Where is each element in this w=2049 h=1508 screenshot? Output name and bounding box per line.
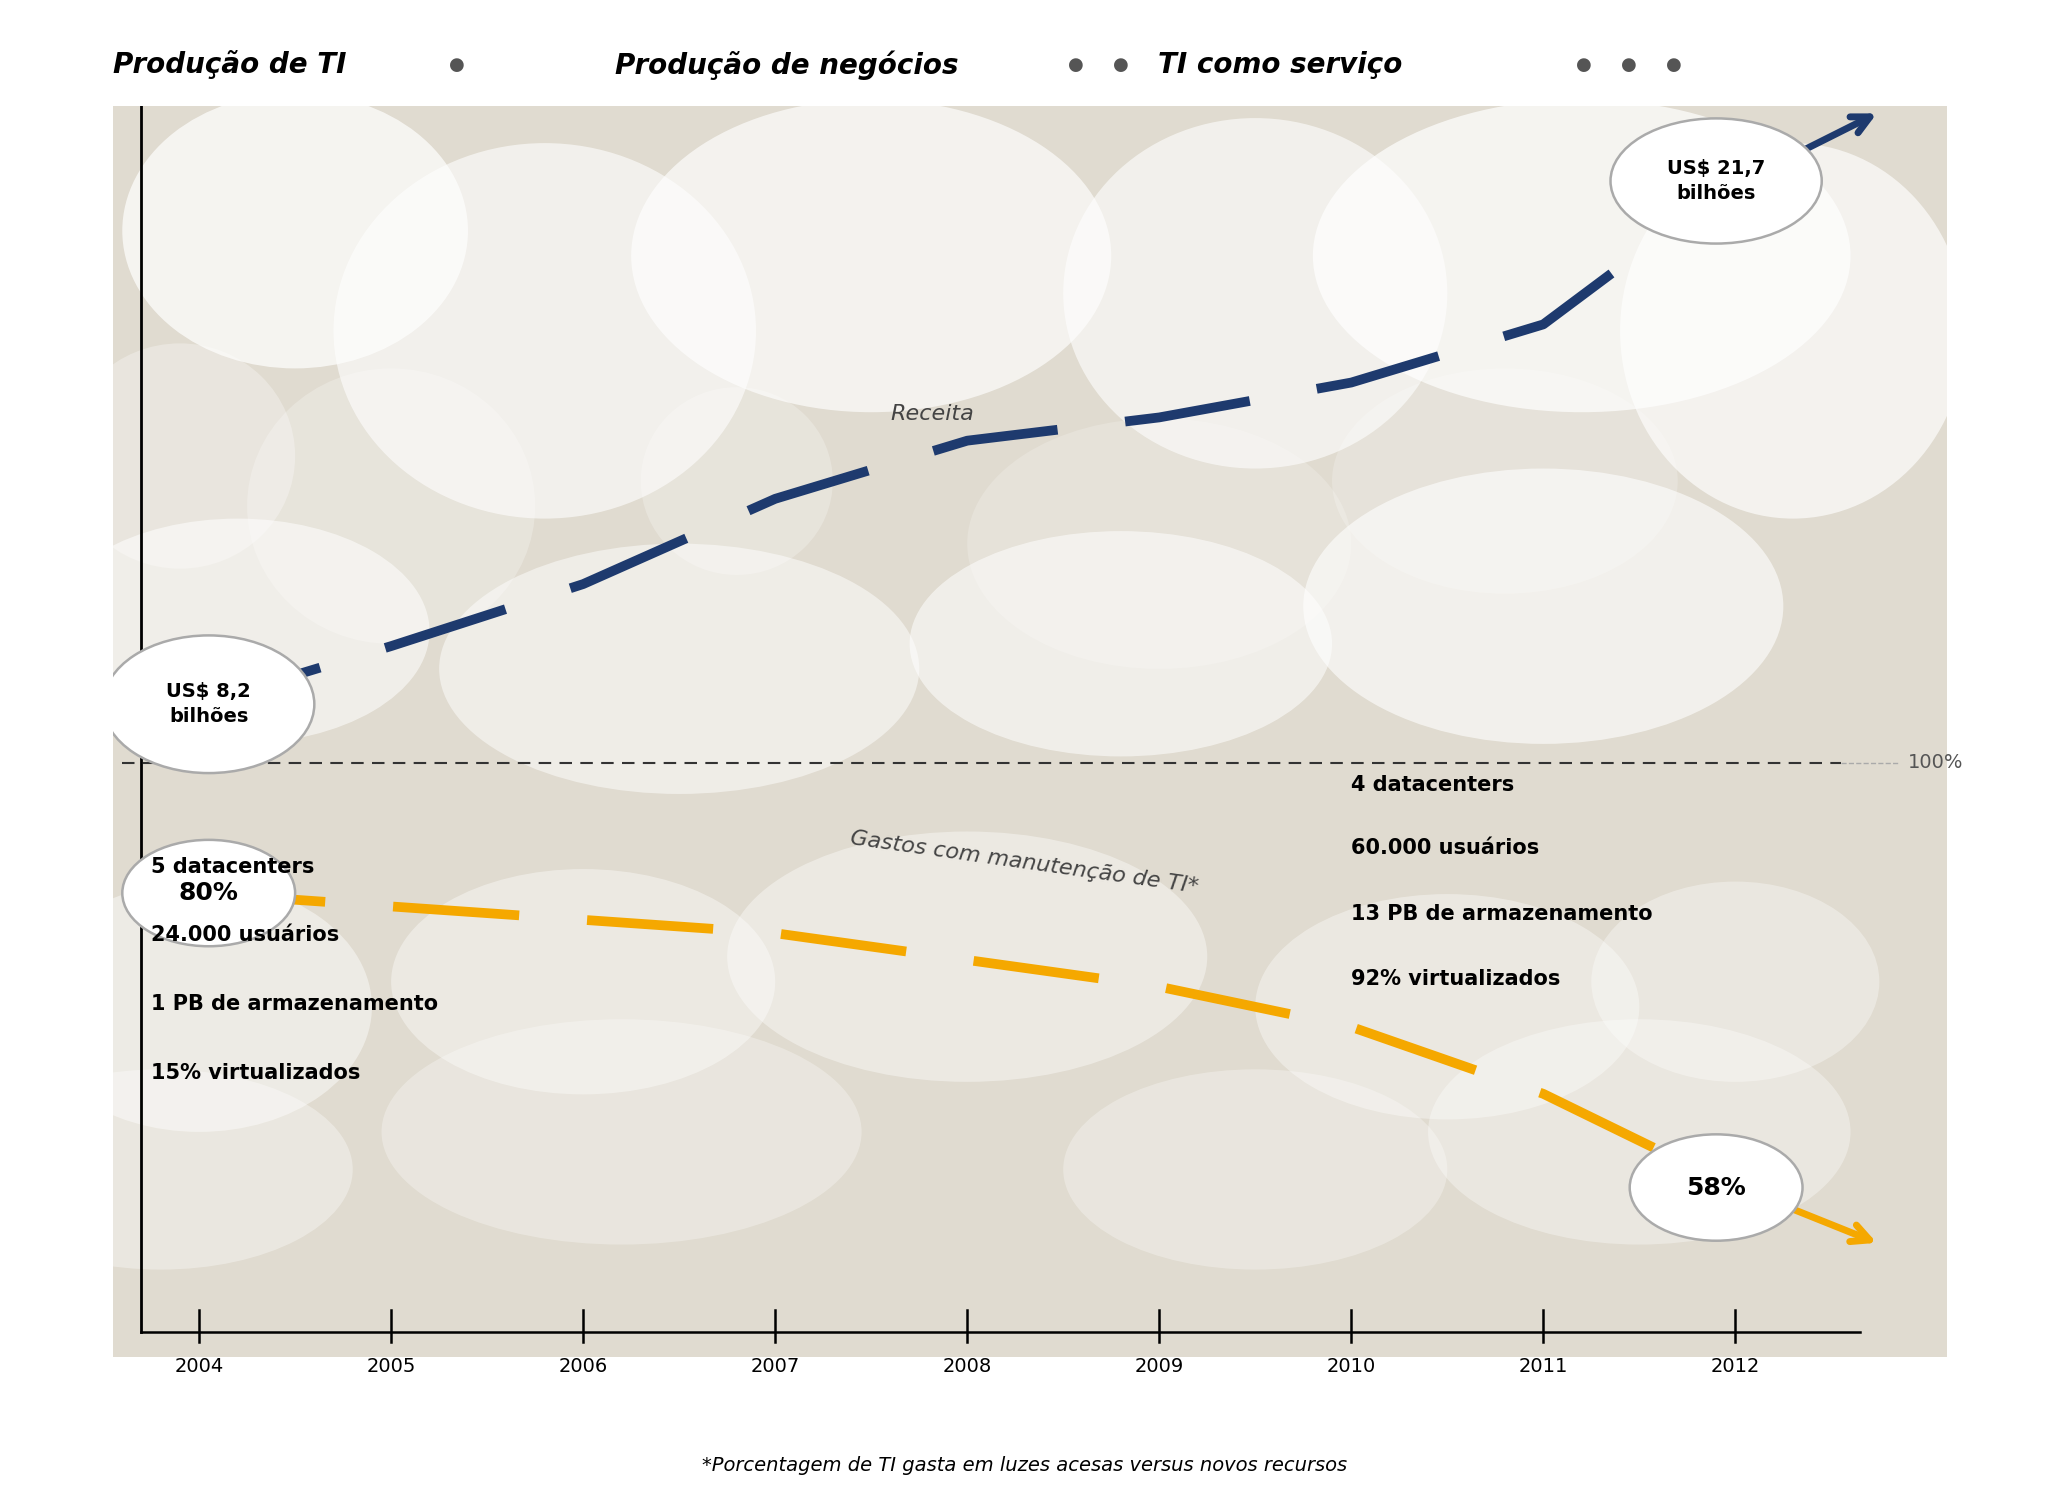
- Ellipse shape: [45, 519, 430, 743]
- Text: Produção de negócios: Produção de negócios: [615, 50, 959, 80]
- Text: 2005: 2005: [367, 1357, 416, 1377]
- Text: Gastos com manutenção de TI*: Gastos com manutenção de TI*: [850, 829, 1201, 897]
- Text: 24.000 usuários: 24.000 usuários: [152, 926, 340, 946]
- Ellipse shape: [334, 143, 756, 519]
- Text: 15% virtualizados: 15% virtualizados: [152, 1063, 361, 1083]
- Ellipse shape: [1621, 143, 1965, 519]
- Text: ●: ●: [449, 56, 465, 74]
- Text: 4 datacenters: 4 datacenters: [1350, 775, 1514, 795]
- Text: 5 datacenters: 5 datacenters: [152, 857, 313, 876]
- Ellipse shape: [1063, 118, 1447, 469]
- Ellipse shape: [1313, 100, 1850, 412]
- Ellipse shape: [1611, 119, 1822, 244]
- Ellipse shape: [641, 388, 832, 575]
- Text: ●: ●: [1666, 56, 1682, 74]
- Ellipse shape: [123, 93, 467, 368]
- Text: ●: ●: [1621, 56, 1637, 74]
- Text: 100%: 100%: [1908, 752, 1963, 772]
- Text: 13 PB de armazenamento: 13 PB de armazenamento: [1350, 905, 1654, 924]
- Text: Produção de TI: Produção de TI: [113, 50, 346, 80]
- Ellipse shape: [967, 419, 1350, 670]
- Ellipse shape: [0, 1069, 352, 1270]
- Text: 2004: 2004: [174, 1357, 223, 1377]
- Ellipse shape: [727, 831, 1207, 1081]
- Ellipse shape: [631, 100, 1111, 412]
- Text: 2009: 2009: [1135, 1357, 1184, 1377]
- Ellipse shape: [391, 869, 775, 1095]
- Ellipse shape: [27, 882, 373, 1133]
- Ellipse shape: [910, 531, 1332, 757]
- Text: 58%: 58%: [1686, 1176, 1746, 1199]
- Text: Receita: Receita: [891, 404, 973, 424]
- Text: US$ 8,2
bilhões: US$ 8,2 bilhões: [166, 682, 252, 727]
- Text: 92% virtualizados: 92% virtualizados: [1350, 970, 1561, 989]
- Text: 1 PB de armazenamento: 1 PB de armazenamento: [152, 994, 438, 1015]
- Ellipse shape: [1303, 469, 1783, 743]
- Text: 2006: 2006: [559, 1357, 609, 1377]
- Ellipse shape: [102, 635, 313, 774]
- Text: ●: ●: [1576, 56, 1592, 74]
- Text: US$ 21,7
bilhões: US$ 21,7 bilhões: [1668, 158, 1766, 204]
- Text: 2012: 2012: [1711, 1357, 1760, 1377]
- Ellipse shape: [1629, 1134, 1803, 1241]
- Text: 2010: 2010: [1326, 1357, 1375, 1377]
- Ellipse shape: [1256, 894, 1639, 1119]
- Text: ●: ●: [1113, 56, 1129, 74]
- Text: ●: ●: [1068, 56, 1084, 74]
- Ellipse shape: [66, 344, 295, 569]
- Ellipse shape: [1332, 368, 1678, 594]
- Ellipse shape: [381, 1019, 861, 1244]
- Text: 80%: 80%: [178, 881, 238, 905]
- Ellipse shape: [123, 840, 295, 946]
- Ellipse shape: [1063, 1069, 1447, 1270]
- Text: 2007: 2007: [750, 1357, 799, 1377]
- Text: TI como serviço: TI como serviço: [1158, 51, 1402, 78]
- Ellipse shape: [248, 368, 535, 644]
- Text: 60.000 usuários: 60.000 usuários: [1350, 838, 1539, 858]
- Text: 2011: 2011: [1518, 1357, 1567, 1377]
- Ellipse shape: [1428, 1019, 1850, 1244]
- Text: 2008: 2008: [943, 1357, 992, 1377]
- Ellipse shape: [438, 544, 920, 793]
- Text: *Porcentagem de TI gasta em luzes acesas versus novos recursos: *Porcentagem de TI gasta em luzes acesas…: [703, 1457, 1346, 1475]
- Ellipse shape: [1592, 882, 1879, 1081]
